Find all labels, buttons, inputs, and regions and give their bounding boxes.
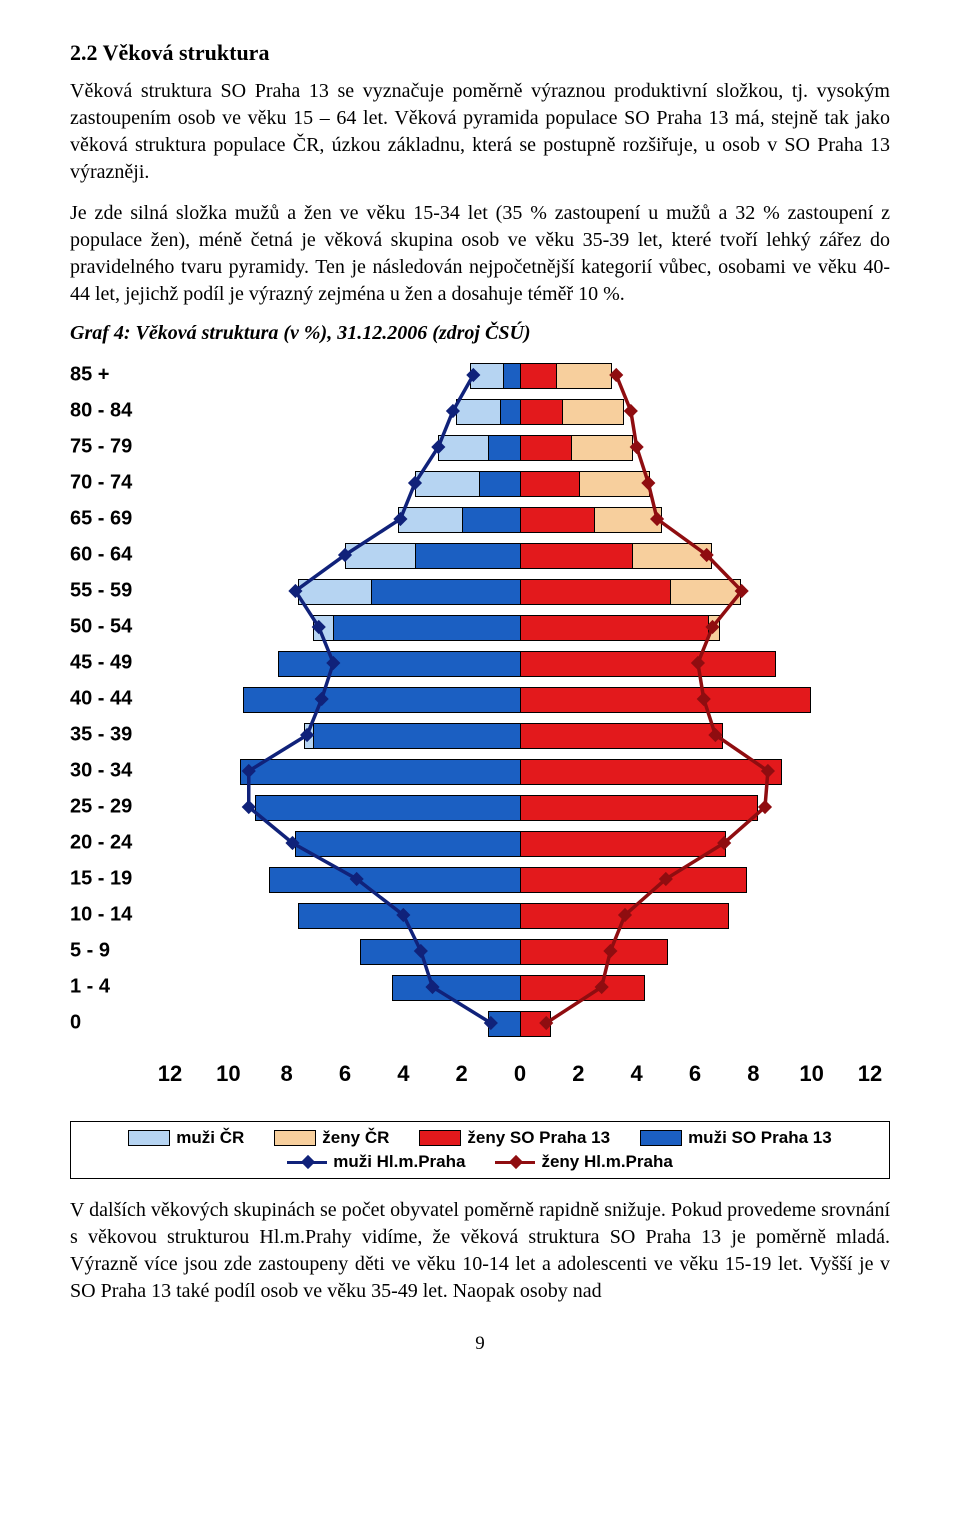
legend-item: ženy ČR <box>274 1128 389 1148</box>
age-group-label: 20 - 24 <box>70 832 156 855</box>
section-heading: 2.2 Věková struktura <box>70 40 890 66</box>
bar-men-so <box>371 579 522 605</box>
x-axis-tick: 8 <box>747 1061 759 1087</box>
page-number: 9 <box>70 1333 890 1355</box>
legend-item: ženy SO Praha 13 <box>419 1128 610 1148</box>
age-group-label: 60 - 64 <box>70 544 156 567</box>
age-group-label: 65 - 69 <box>70 508 156 531</box>
paragraph-2: Je zde silná složka mužů a žen ve věku 1… <box>70 200 890 308</box>
bar-women-so <box>520 795 758 821</box>
bar-men-so <box>415 543 522 569</box>
x-axis-tick: 4 <box>397 1061 409 1087</box>
bar-women-so <box>520 507 595 533</box>
legend-label: ženy ČR <box>322 1128 389 1148</box>
age-group-label: 15 - 19 <box>70 868 156 891</box>
x-axis-tick: 0 <box>514 1061 526 1087</box>
bar-women-so <box>520 939 668 965</box>
age-group-label: 70 - 74 <box>70 472 156 495</box>
age-group-label: 45 - 49 <box>70 652 156 675</box>
bar-women-so <box>520 363 557 389</box>
legend-swatch <box>640 1130 682 1146</box>
bar-women-so <box>520 399 563 425</box>
legend-label: ženy Hl.m.Praha <box>541 1152 672 1172</box>
legend-item: muži ČR <box>128 1128 244 1148</box>
x-axis-tick: 12 <box>158 1061 182 1087</box>
bar-men-so <box>255 795 522 821</box>
bar-men-so <box>298 903 522 929</box>
legend-item: muži SO Praha 13 <box>640 1128 832 1148</box>
bar-men-so <box>479 471 522 497</box>
x-axis-tick: 8 <box>281 1061 293 1087</box>
x-axis-tick: 6 <box>339 1061 351 1087</box>
paragraph-1: Věková struktura SO Praha 13 se vyznačuj… <box>70 78 890 186</box>
age-group-label: 75 - 79 <box>70 436 156 459</box>
bar-women-so <box>520 651 776 677</box>
x-axis-tick: 6 <box>689 1061 701 1087</box>
bar-men-so <box>278 651 522 677</box>
bar-women-so <box>520 687 811 713</box>
legend-label: muži ČR <box>176 1128 244 1148</box>
pyramid-chart: 85 + 80 - 84 75 - 79 70 - 74 65 - 69 60 - 64 5… <box>70 351 890 1111</box>
bar-women-so <box>520 975 645 1001</box>
bar-men-so <box>360 939 522 965</box>
bar-women-so <box>520 615 709 641</box>
legend-line-swatch <box>495 1155 535 1169</box>
bar-women-so <box>520 579 671 605</box>
age-group-label: 40 - 44 <box>70 688 156 711</box>
x-axis-tick: 4 <box>631 1061 643 1087</box>
x-axis-tick: 10 <box>216 1061 240 1087</box>
chart-legend: muži ČR ženy ČR ženy SO Praha 13 muži SO Pr… <box>70 1121 890 1179</box>
legend-label: ženy SO Praha 13 <box>467 1128 610 1148</box>
legend-item: muži Hl.m.Praha <box>287 1152 465 1172</box>
bar-men-so <box>333 615 522 641</box>
bar-women-so <box>520 759 782 785</box>
age-group-label: 80 - 84 <box>70 400 156 423</box>
legend-swatch <box>274 1130 316 1146</box>
x-axis-tick: 10 <box>799 1061 823 1087</box>
age-group-label: 30 - 34 <box>70 760 156 783</box>
bar-women-so <box>520 903 729 929</box>
bar-men-so <box>243 687 522 713</box>
bar-men-so <box>488 435 522 461</box>
legend-label: muži Hl.m.Praha <box>333 1152 465 1172</box>
bar-men-so <box>500 399 522 425</box>
age-group-label: 35 - 39 <box>70 724 156 747</box>
legend-swatch <box>419 1130 461 1146</box>
age-group-label: 5 - 9 <box>70 940 156 963</box>
x-axis-tick: 12 <box>858 1061 882 1087</box>
paragraph-3: V dalších věkových skupinách se počet ob… <box>70 1197 890 1305</box>
bar-men-so <box>240 759 522 785</box>
bar-women-so <box>520 471 580 497</box>
x-axis-tick: 2 <box>572 1061 584 1087</box>
age-group-label: 55 - 59 <box>70 580 156 603</box>
age-group-label: 10 - 14 <box>70 904 156 927</box>
bar-women-so <box>520 435 572 461</box>
bar-men-so <box>313 723 522 749</box>
age-group-label: 1 - 4 <box>70 976 156 999</box>
legend-swatch <box>128 1130 170 1146</box>
bar-men-so <box>295 831 522 857</box>
bar-men-so <box>392 975 522 1001</box>
age-group-label: 85 + <box>70 364 156 387</box>
bar-men-so <box>269 867 522 893</box>
bar-women-so <box>520 831 726 857</box>
legend-label: muži SO Praha 13 <box>688 1128 832 1148</box>
age-group-label: 50 - 54 <box>70 616 156 639</box>
age-group-label: 25 - 29 <box>70 796 156 819</box>
legend-item: ženy Hl.m.Praha <box>495 1152 672 1172</box>
x-axis-tick: 2 <box>456 1061 468 1087</box>
bar-women-so <box>520 1011 551 1037</box>
bar-men-so <box>462 507 522 533</box>
page: 2.2 Věková struktura Věková struktura SO… <box>0 0 960 1385</box>
chart-caption: Graf 4: Věková struktura (v %), 31.12.20… <box>70 322 890 345</box>
bar-women-so <box>520 867 747 893</box>
bar-women-so <box>520 723 723 749</box>
bar-women-so <box>520 543 633 569</box>
age-group-label: 0 <box>70 1012 156 1035</box>
legend-line-swatch <box>287 1155 327 1169</box>
chart-plot-area: 85 + 80 - 84 75 - 79 70 - 74 65 - 69 60 - 64 5… <box>70 351 890 1111</box>
bar-men-so <box>488 1011 522 1037</box>
